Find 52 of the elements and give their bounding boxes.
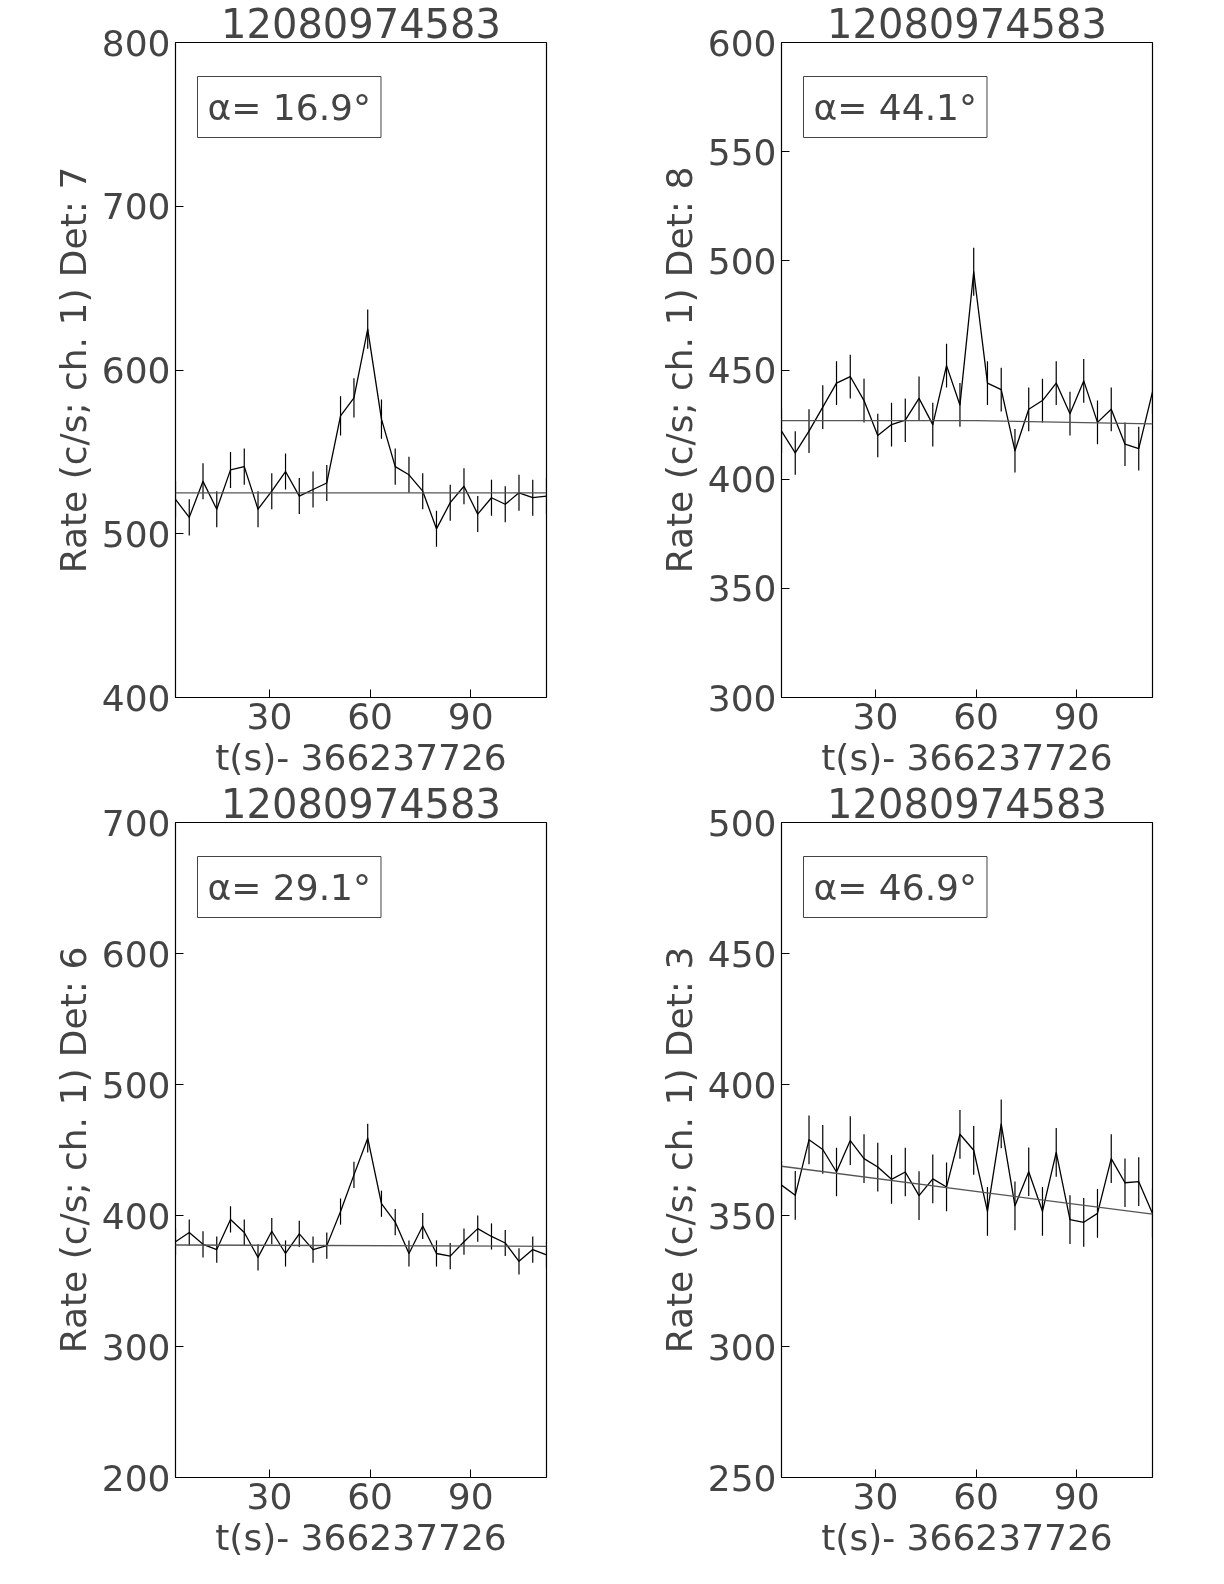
x-axis-title: t(s)- 366237726 — [215, 1516, 507, 1558]
y-tick-label: 500 — [707, 802, 777, 844]
y-tick-label: 500 — [707, 240, 777, 282]
x-tick-label: 30 — [852, 1475, 899, 1517]
y-tick-label: 550 — [707, 131, 777, 173]
annotation: α= 16.9° — [207, 86, 371, 128]
y-tick-label: 600 — [101, 933, 171, 975]
x-tick-label: 60 — [953, 1475, 999, 1517]
x-axis-title: t(s)- 366237726 — [215, 736, 507, 778]
y-tick-label: 400 — [707, 459, 777, 501]
y-tick-label: 450 — [707, 933, 777, 975]
chart-title: 12080974583 — [827, 0, 1107, 47]
x-tick-label: 60 — [347, 1475, 393, 1517]
x-axis-title: t(s)- 366237726 — [821, 736, 1113, 778]
x-tick-label: 90 — [1053, 1475, 1100, 1517]
y-tick-label: 350 — [707, 1195, 777, 1237]
y-tick-label: 350 — [707, 568, 777, 610]
annotation: α= 29.1° — [207, 866, 371, 908]
y-tick-label: 600 — [101, 350, 171, 391]
y-axis-title: Rate (c/s; ch. 1) Det: 3 — [658, 946, 700, 1354]
y-axis-title: Rate (c/s; ch. 1) Det: 6 — [52, 946, 94, 1354]
chart-title: 12080974583 — [221, 0, 501, 47]
x-tick-label: 90 — [447, 695, 494, 737]
y-tick-label: 800 — [101, 22, 171, 64]
y-tick-label: 300 — [707, 677, 777, 719]
x-tick-label: 30 — [246, 695, 293, 737]
y-tick-label: 300 — [707, 1326, 777, 1368]
y-tick-label: 400 — [101, 1195, 171, 1237]
y-tick-label: 700 — [101, 186, 171, 228]
y-tick-label: 600 — [707, 22, 777, 64]
y-axis-title: Rate (c/s; ch. 1) Det: 7 — [52, 166, 94, 574]
annotation: α= 46.9° — [813, 866, 977, 908]
x-tick-label: 60 — [347, 695, 393, 737]
y-tick-label: 450 — [707, 350, 777, 391]
y-tick-label: 200 — [101, 1457, 171, 1499]
y-tick-label: 500 — [101, 513, 171, 555]
chart-title: 12080974583 — [221, 780, 501, 827]
annotation: α= 44.1° — [813, 86, 977, 128]
x-tick-label: 90 — [447, 1475, 494, 1517]
x-axis-title: t(s)- 366237726 — [821, 1516, 1113, 1558]
y-tick-label: 400 — [707, 1064, 777, 1106]
x-tick-label: 30 — [852, 695, 899, 737]
chart-title: 12080974583 — [827, 780, 1107, 827]
y-tick-label: 300 — [101, 1326, 171, 1368]
y-tick-label: 700 — [101, 802, 171, 844]
y-tick-label: 400 — [101, 677, 171, 719]
y-tick-label: 250 — [707, 1457, 777, 1499]
x-tick-label: 90 — [1053, 695, 1100, 737]
x-tick-label: 60 — [953, 695, 999, 737]
y-axis-title: Rate (c/s; ch. 1) Det: 8 — [658, 166, 700, 574]
y-tick-label: 500 — [101, 1064, 171, 1106]
x-tick-label: 30 — [246, 1475, 293, 1517]
